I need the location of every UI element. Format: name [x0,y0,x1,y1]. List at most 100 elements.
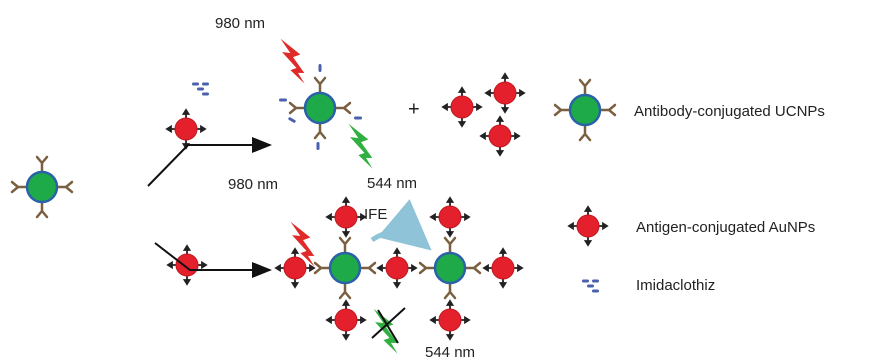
excitation-label: 980 nm [228,176,278,193]
aunp [481,117,519,155]
emission-label: 544 nm [425,344,475,361]
ucnp-core [570,95,600,125]
ucnp [290,78,350,138]
imidaclothiz [582,280,599,293]
aunp-core [577,215,599,237]
antibody [290,103,304,113]
antibody-shape [340,238,350,252]
molecule-dash [288,117,296,124]
aunp [327,198,365,236]
aunp [168,246,206,284]
antibody-shape [420,263,434,273]
antibody [315,263,329,273]
ife-arrow [372,232,424,244]
antibody [601,105,615,115]
ucnp-core [305,93,335,123]
antibody [466,263,480,273]
molecule-dash [592,290,599,293]
ucnp [12,157,72,217]
aunp [569,207,607,245]
light-bolt [362,309,409,354]
imidaclothiz [192,83,209,96]
shapes [12,39,615,354]
antibody [445,284,455,298]
aunp [486,74,524,112]
diagram: 980 nm 544 nm + 980 nm IFE 544 nm Antibo… [0,0,893,363]
antibody [580,80,590,94]
molecule-dash [582,280,589,283]
aunp [167,110,205,148]
legend-label: Antibody-conjugated UCNPs [634,103,825,120]
antibody-shape [315,263,329,273]
ucnp-core [27,172,57,202]
aunp-core [439,206,461,228]
aunp-core [335,309,357,331]
aunp [378,249,416,287]
ucnp [315,238,375,298]
antibody-shape [361,263,375,273]
aunp-core [176,254,198,276]
light-bolt [337,124,384,169]
molecule-dash [592,280,599,283]
molecule-dash [587,285,594,288]
antibody-shape [58,182,72,192]
antibody-shape [315,78,325,92]
aunp-core [489,125,511,147]
legend-label: Antigen-conjugated AuNPs [636,219,815,236]
aunp-core [175,118,197,140]
molecule-dash [197,88,204,91]
aunp-core [284,257,306,279]
aunp-core [335,206,357,228]
aunp-core [439,309,461,331]
aunp-core [386,257,408,279]
plus-sign: + [408,98,420,120]
antibody [12,182,26,192]
antibody [37,203,47,217]
molecule-dash [279,99,287,102]
antibody-shape [445,238,455,252]
antibody [445,238,455,252]
antibody [336,103,350,113]
antibody [580,126,590,140]
emission-label: 544 nm [367,175,417,192]
antibody [315,124,325,138]
ucnp-core [330,253,360,283]
antibody [420,263,434,273]
antibody-shape [340,284,350,298]
antibody [361,263,375,273]
molecule-dash [354,117,362,120]
antibody-shape [290,103,304,113]
antibody-shape [37,157,47,171]
antibody-shape [466,263,480,273]
antibody-shape [580,126,590,140]
molecule-dash [192,83,199,86]
antibody [37,157,47,171]
light-bolt [269,39,316,84]
aunp [484,249,522,287]
aunp-core [492,257,514,279]
antibody-shape [580,80,590,94]
molecule-dash [317,142,320,150]
antibody-shape [315,124,325,138]
antibody [340,284,350,298]
molecule-dash [319,64,322,72]
antibody-shape [445,284,455,298]
antibody-shape [37,203,47,217]
aunp-core [494,82,516,104]
aunp [431,301,469,339]
legend-label: Imidaclothiz [636,277,715,294]
ucnp [555,80,615,140]
antibody [555,105,569,115]
molecule-dash [202,93,209,96]
excitation-label: 980 nm [215,15,265,32]
ucnp [420,238,480,298]
aunp-core [451,96,473,118]
antibody-shape [336,103,350,113]
antibody [315,78,325,92]
aunp [327,301,365,339]
antibody [340,238,350,252]
molecule-dash [202,83,209,86]
aunp [443,88,481,126]
antibody-shape [555,105,569,115]
antibody-shape [12,182,26,192]
